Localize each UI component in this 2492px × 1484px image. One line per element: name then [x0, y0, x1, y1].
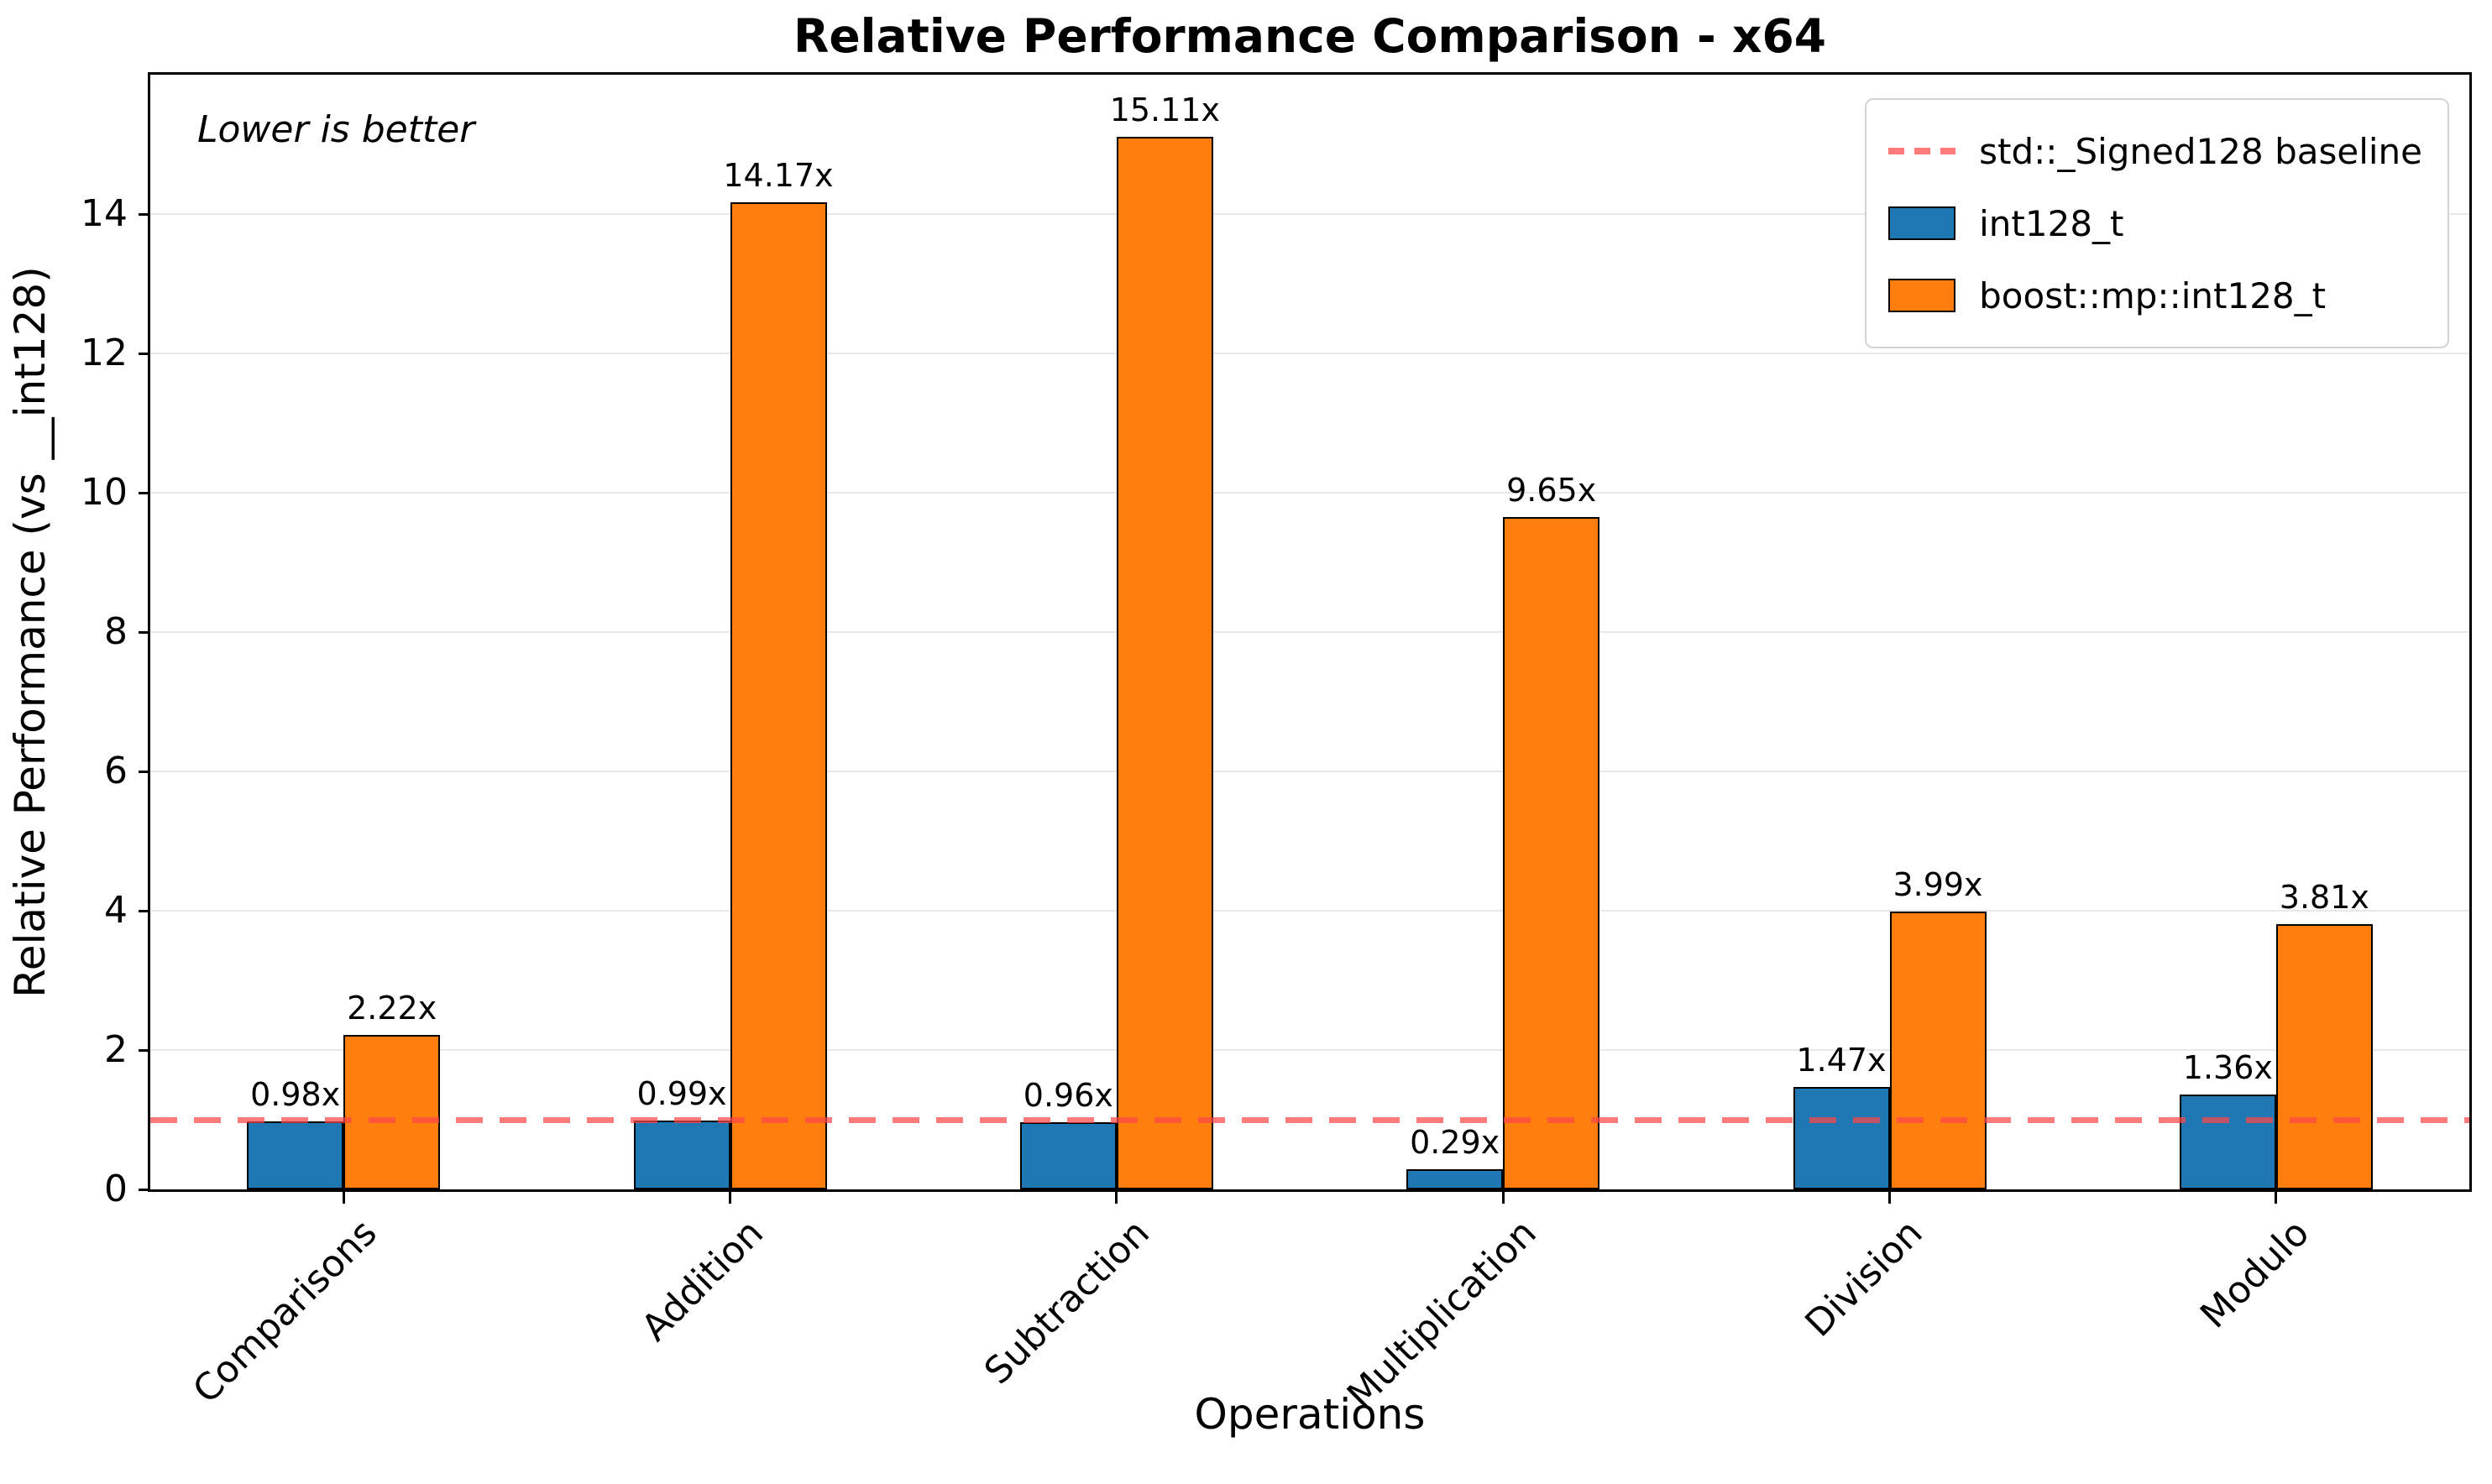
bar-int128_t-Division — [1793, 1087, 1890, 1189]
y-tick-mark — [139, 1188, 150, 1191]
x-tick-mark — [2275, 1192, 2278, 1204]
y-tick-mark — [139, 770, 150, 773]
x-tick-label-Multiplication: Multiplication — [1338, 1211, 1545, 1418]
gridline-y6 — [150, 771, 2469, 772]
y-tick-mark — [139, 352, 150, 355]
legend-item-boost::mp::int128_t: boost::mp::int128_t — [1888, 259, 2422, 332]
bar-int128_t-Multiplication — [1406, 1169, 1504, 1189]
bar-value-label: 15.11x — [1109, 91, 1220, 128]
x-tick-label-Comparisons: Comparisons — [184, 1211, 385, 1412]
y-tick-label: 6 — [104, 750, 128, 792]
legend-item-int128_t: int128_t — [1888, 187, 2422, 259]
y-tick-label: 4 — [104, 889, 128, 932]
bar-value-label: 0.99x — [636, 1075, 727, 1112]
gridline-y8 — [150, 631, 2469, 633]
bar-boost::mp::int128_t-Division — [1889, 912, 1987, 1189]
bar-value-label: 2.22x — [347, 990, 437, 1027]
legend-label: std::_Signed128 baseline — [1979, 130, 2422, 172]
y-tick-mark — [139, 212, 150, 216]
x-tick-label-Subtraction: Subtraction — [976, 1211, 1159, 1393]
gridline-y14 — [150, 213, 2469, 215]
bar-value-label: 3.81x — [2279, 879, 2369, 916]
gridline-y12 — [150, 353, 2469, 354]
chart-title: Relative Performance Comparison - x64 — [793, 9, 1826, 63]
gridline-y4 — [150, 910, 2469, 912]
x-tick-mark — [1501, 1192, 1505, 1204]
bar-boost::mp::int128_t-Modulo — [2275, 924, 2373, 1189]
bar-value-label: 14.17x — [723, 157, 834, 194]
y-tick-label: 0 — [104, 1168, 128, 1210]
bar-value-label: 3.99x — [1893, 866, 1983, 903]
y-tick-label: 14 — [81, 192, 128, 235]
gridline-y10 — [150, 492, 2469, 494]
y-tick-label: 12 — [81, 332, 128, 374]
color-swatch — [1888, 206, 1956, 240]
x-tick-mark — [1888, 1192, 1891, 1204]
legend-item-baseline: std::_Signed128 baseline — [1888, 115, 2422, 187]
y-tick-mark — [139, 909, 150, 912]
bar-int128_t-Addition — [633, 1121, 730, 1189]
y-tick-label: 10 — [81, 471, 128, 514]
bar-value-label: 1.36x — [2182, 1049, 2273, 1086]
x-tick-mark — [342, 1192, 345, 1204]
y-tick-mark — [139, 630, 150, 634]
bar-boost::mp::int128_t-Comparisons — [343, 1035, 441, 1189]
x-tick-mark — [729, 1192, 731, 1204]
bar-int128_t-Subtraction — [1019, 1122, 1117, 1189]
x-tick-label-Modulo: Modulo — [2192, 1211, 2318, 1337]
gridline-y2 — [150, 1049, 2469, 1051]
color-swatch — [1888, 279, 1956, 312]
y-tick-label: 8 — [104, 610, 128, 653]
bar-value-label: 0.29x — [1410, 1124, 1500, 1161]
x-tick-label-Division: Division — [1797, 1211, 1931, 1346]
x-tick-label-Addition: Addition — [633, 1211, 772, 1350]
lower-is-better-note: Lower is better — [197, 108, 475, 151]
bar-int128_t-Comparisons — [247, 1121, 344, 1189]
bar-boost::mp::int128_t-Subtraction — [1116, 137, 1213, 1189]
baseline-line — [150, 1116, 2469, 1123]
bar-boost::mp::int128_t-Multiplication — [1503, 517, 1600, 1189]
dashed-line-swatch — [1888, 148, 1956, 154]
bar-value-label: 9.65x — [1506, 472, 1597, 509]
y-tick-mark — [139, 491, 150, 494]
y-tick-label: 2 — [104, 1028, 128, 1071]
legend-label: int128_t — [1979, 202, 2124, 244]
y-tick-mark — [139, 1048, 150, 1052]
x-tick-mark — [1115, 1192, 1118, 1204]
bar-value-label: 0.96x — [1023, 1077, 1113, 1114]
x-axis-label: Operations — [1194, 1390, 1426, 1439]
bar-value-label: 1.47x — [1796, 1042, 1887, 1079]
legend-label: boost::mp::int128_t — [1979, 274, 2327, 316]
bar-int128_t-Modulo — [2179, 1095, 2276, 1189]
bar-value-label: 0.98x — [250, 1076, 341, 1113]
bar-boost::mp::int128_t-Addition — [730, 202, 827, 1189]
plot-area: Lower is better std::_Signed128 baseline… — [148, 72, 2472, 1192]
